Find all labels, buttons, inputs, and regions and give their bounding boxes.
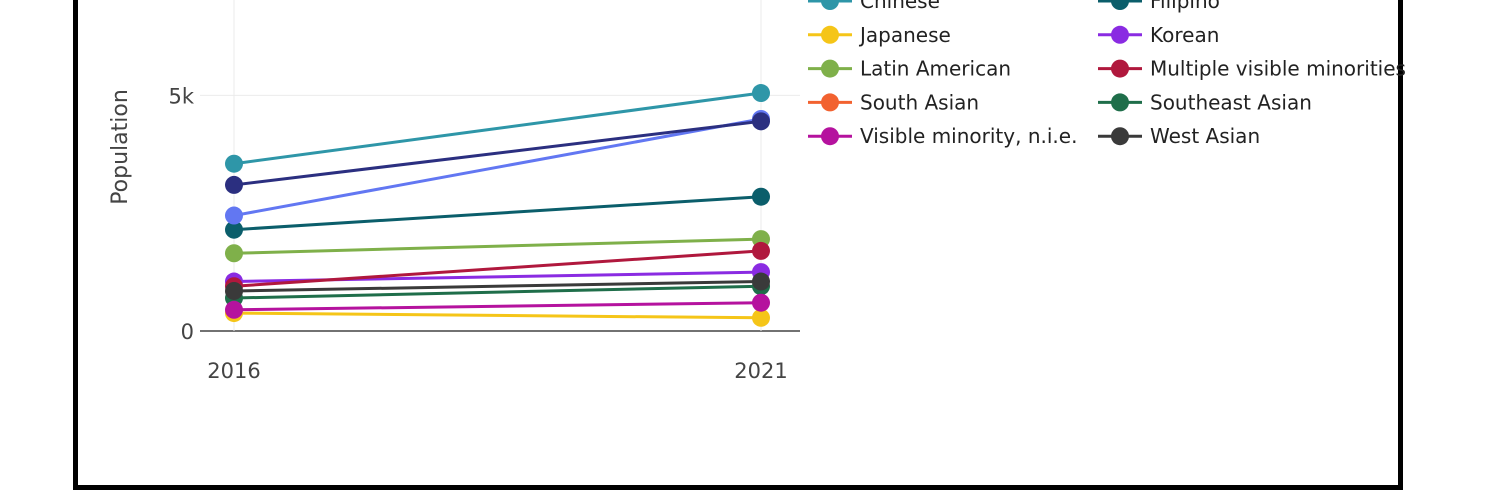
legend-item[interactable]: Chinese: [808, 0, 940, 13]
legend-item[interactable]: Korean: [1098, 23, 1219, 47]
legend-item[interactable]: Visible minority, n.i.e.: [808, 124, 1077, 148]
legend-label: Filipino: [1150, 0, 1220, 13]
data-point-1-1[interactable]: [752, 187, 770, 206]
data-point-11-0[interactable]: [225, 175, 243, 194]
data-point-4-0[interactable]: [225, 244, 243, 263]
legend-label: Korean: [1150, 23, 1219, 47]
legend-label: Southeast Asian: [1150, 90, 1312, 114]
series-line-10: [233, 117, 762, 218]
x-tick-label: 2016: [207, 359, 260, 383]
legend-swatch-marker: [821, 25, 839, 44]
legend-swatch-marker: [1111, 59, 1129, 78]
series-line-2: [233, 311, 762, 320]
y-tick-label: 0: [181, 320, 194, 344]
legend-swatch-marker: [1111, 127, 1129, 146]
legend-item[interactable]: Southeast Asian: [1098, 90, 1312, 114]
series-line-8: [233, 301, 762, 312]
legend-swatch-marker: [821, 93, 839, 112]
series-lines: [233, 91, 762, 320]
legend-item[interactable]: Japanese: [808, 23, 951, 47]
data-point-8-0[interactable]: [225, 300, 243, 319]
x-ticks: 2016 2021: [207, 359, 787, 383]
legend-item[interactable]: West Asian: [1098, 124, 1260, 148]
data-point-0-0[interactable]: [225, 154, 243, 173]
data-point-9-1[interactable]: [752, 272, 770, 291]
data-point-9-0[interactable]: [225, 281, 243, 300]
data-point-8-1[interactable]: [752, 293, 770, 312]
legend-item[interactable]: Latin American: [808, 57, 1011, 81]
legend-swatch-marker: [821, 59, 839, 78]
data-point-0-1[interactable]: [752, 84, 770, 103]
chart-frame: [73, 0, 1403, 490]
series-line-4: [233, 237, 762, 255]
series-line-7: [233, 284, 762, 300]
series-line-9: [233, 280, 762, 293]
legend-swatch-marker: [1111, 25, 1129, 44]
data-point-10-0[interactable]: [225, 206, 243, 225]
legend-label: Chinese: [860, 0, 940, 13]
legend-label: West Asian: [1150, 124, 1260, 148]
legend-label: Visible minority, n.i.e.: [860, 124, 1077, 148]
legend-label: Multiple visible minorities: [1150, 57, 1406, 81]
y-tick-label: 5k: [168, 84, 194, 108]
data-point-11-1[interactable]: [752, 112, 770, 131]
legend: Chinese Filipino Japanese Korean Latin Ameri…: [808, 0, 1406, 148]
series-line-0: [233, 91, 762, 166]
data-point-1-0[interactable]: [225, 220, 243, 239]
legend-swatch-marker: [821, 0, 839, 10]
series-line-1: [233, 195, 762, 232]
legend-item[interactable]: Multiple visible minorities: [1098, 57, 1406, 81]
y-axis-label: Population: [108, 89, 133, 205]
legend-item[interactable]: South Asian: [808, 90, 979, 114]
series-points: [225, 84, 770, 327]
legend-label: South Asian: [860, 90, 979, 114]
series-line-5: [233, 249, 762, 288]
data-point-5-1[interactable]: [752, 241, 770, 260]
data-point-2-1[interactable]: [752, 308, 770, 327]
legend-swatch-marker: [1111, 0, 1129, 10]
legend-label: Latin American: [860, 57, 1011, 81]
legend-item[interactable]: Filipino: [1098, 0, 1220, 13]
series-line-11: [233, 119, 762, 187]
legend-label: Japanese: [858, 23, 951, 47]
legend-swatch-marker: [821, 127, 839, 146]
legend-swatch-marker: [1111, 93, 1129, 112]
x-tick-label: 2021: [734, 359, 787, 383]
y-ticks: 05k10k: [168, 84, 194, 344]
